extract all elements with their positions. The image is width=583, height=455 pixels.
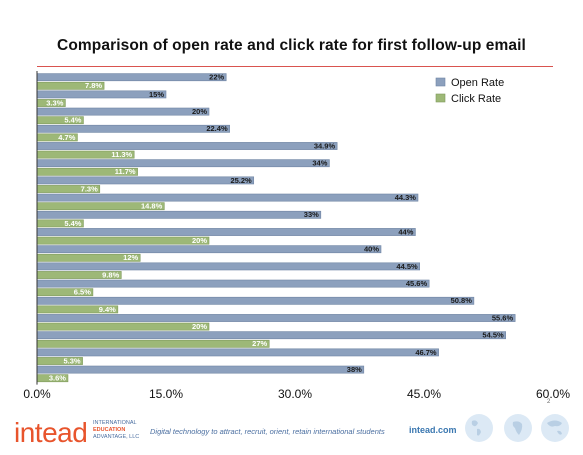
- open-rate-bar: [36, 245, 382, 254]
- open-rate-bar: [36, 314, 516, 322]
- open-rate-bar: [36, 210, 322, 219]
- click-rate-bar: [36, 322, 210, 331]
- legend-swatch-click-rate: [435, 93, 446, 103]
- page-number: 2: [547, 399, 551, 405]
- open-rate-label: 25.2%: [230, 176, 252, 185]
- globe-africa-icon: [504, 414, 532, 442]
- click-rate-label: 5.3%: [63, 356, 80, 365]
- open-rate-bar: [36, 331, 507, 340]
- click-rate-label: 3.6%: [49, 374, 66, 383]
- intead-logo: intead: [14, 417, 88, 448]
- open-rate-label: 38%: [347, 365, 362, 374]
- legend-label-click-rate: Click Rate: [451, 93, 501, 105]
- footer: intead INTERNATIONAL EDUCATION ADVANTAGE…: [0, 409, 583, 455]
- open-rate-bar: [36, 90, 167, 99]
- click-rate-label: 14.8%: [141, 202, 163, 211]
- click-rate-label: 6.5%: [74, 288, 91, 297]
- click-rate-label: 20%: [192, 322, 207, 331]
- legend-label-open-rate: Open Rate: [451, 77, 504, 89]
- click-rate-label: 20%: [192, 236, 207, 245]
- open-rate-label: 34%: [312, 159, 327, 168]
- open-rate-bar: [36, 296, 475, 305]
- open-rate-bar: [36, 279, 430, 288]
- x-tick-label: 15.0%: [149, 387, 183, 401]
- open-rate-label: 22.4%: [206, 124, 228, 133]
- x-tick-label: 0.0%: [23, 387, 51, 401]
- click-rate-label: 3.3%: [46, 98, 63, 107]
- open-rate-bar: [36, 124, 230, 133]
- click-rate-label: 27%: [252, 339, 267, 348]
- x-tick-label: 30.0%: [278, 387, 312, 401]
- globe-asia-icon: [541, 414, 569, 442]
- open-rate-label: 44.3%: [395, 193, 417, 202]
- click-rate-label: 7.8%: [85, 81, 102, 90]
- open-rate-bar: [36, 159, 330, 168]
- click-rate-bar: [36, 236, 210, 245]
- click-rate-label: 12%: [123, 253, 138, 262]
- click-rate-label: 7.3%: [81, 184, 98, 193]
- click-rate-label: 11.3%: [111, 150, 132, 159]
- open-rate-label: 44.5%: [396, 262, 418, 271]
- open-rate-bar: [36, 193, 419, 202]
- open-rate-label: 15%: [149, 90, 164, 99]
- open-rate-label: 40%: [364, 245, 379, 254]
- open-rate-bar: [36, 348, 439, 357]
- legend-swatch-open-rate: [435, 77, 446, 87]
- open-rate-label: 54.5%: [482, 331, 504, 340]
- click-rate-label: 9.4%: [99, 305, 116, 314]
- open-rate-bar: [36, 142, 338, 150]
- open-rate-label: 45.6%: [406, 279, 428, 288]
- open-rate-label: 46.7%: [415, 348, 437, 357]
- x-tick-label: 60.0%: [536, 387, 570, 401]
- chart-title: Comparison of open rate and click rate f…: [57, 37, 526, 54]
- tagline: Digital technology to attract, recruit, …: [150, 427, 385, 436]
- open-rate-bar: [36, 176, 255, 185]
- click-rate-label: 9.8%: [102, 270, 119, 279]
- open-rate-label: 20%: [192, 107, 207, 116]
- open-rate-bar: [36, 365, 365, 374]
- open-rate-bar: [36, 262, 421, 271]
- open-rate-label: 55.6%: [492, 313, 514, 322]
- click-rate-bar: [36, 339, 270, 348]
- logo-subtitle: INTERNATIONAL EDUCATION ADVANTAGE, LLC: [93, 420, 140, 440]
- open-rate-bar: [36, 228, 416, 236]
- open-rate-label: 44%: [398, 227, 413, 236]
- website-link[interactable]: intead.com: [409, 425, 457, 435]
- open-rate-label: 33%: [304, 210, 319, 219]
- click-rate-label: 4.7%: [58, 133, 75, 142]
- open-rate-label: 22%: [209, 73, 224, 82]
- globe-americas-icon: [465, 414, 493, 442]
- title-divider: [37, 66, 553, 67]
- click-rate-label: 5.4%: [64, 116, 81, 125]
- open-rate-label: 50.8%: [451, 296, 473, 305]
- click-rate-label: 11.7%: [115, 167, 136, 176]
- click-rate-label: 5.4%: [64, 219, 81, 228]
- x-tick-label: 45.0%: [407, 387, 441, 401]
- open-rate-bar: [36, 107, 210, 116]
- open-rate-bar: [36, 73, 227, 82]
- open-rate-label: 34.9%: [314, 141, 336, 150]
